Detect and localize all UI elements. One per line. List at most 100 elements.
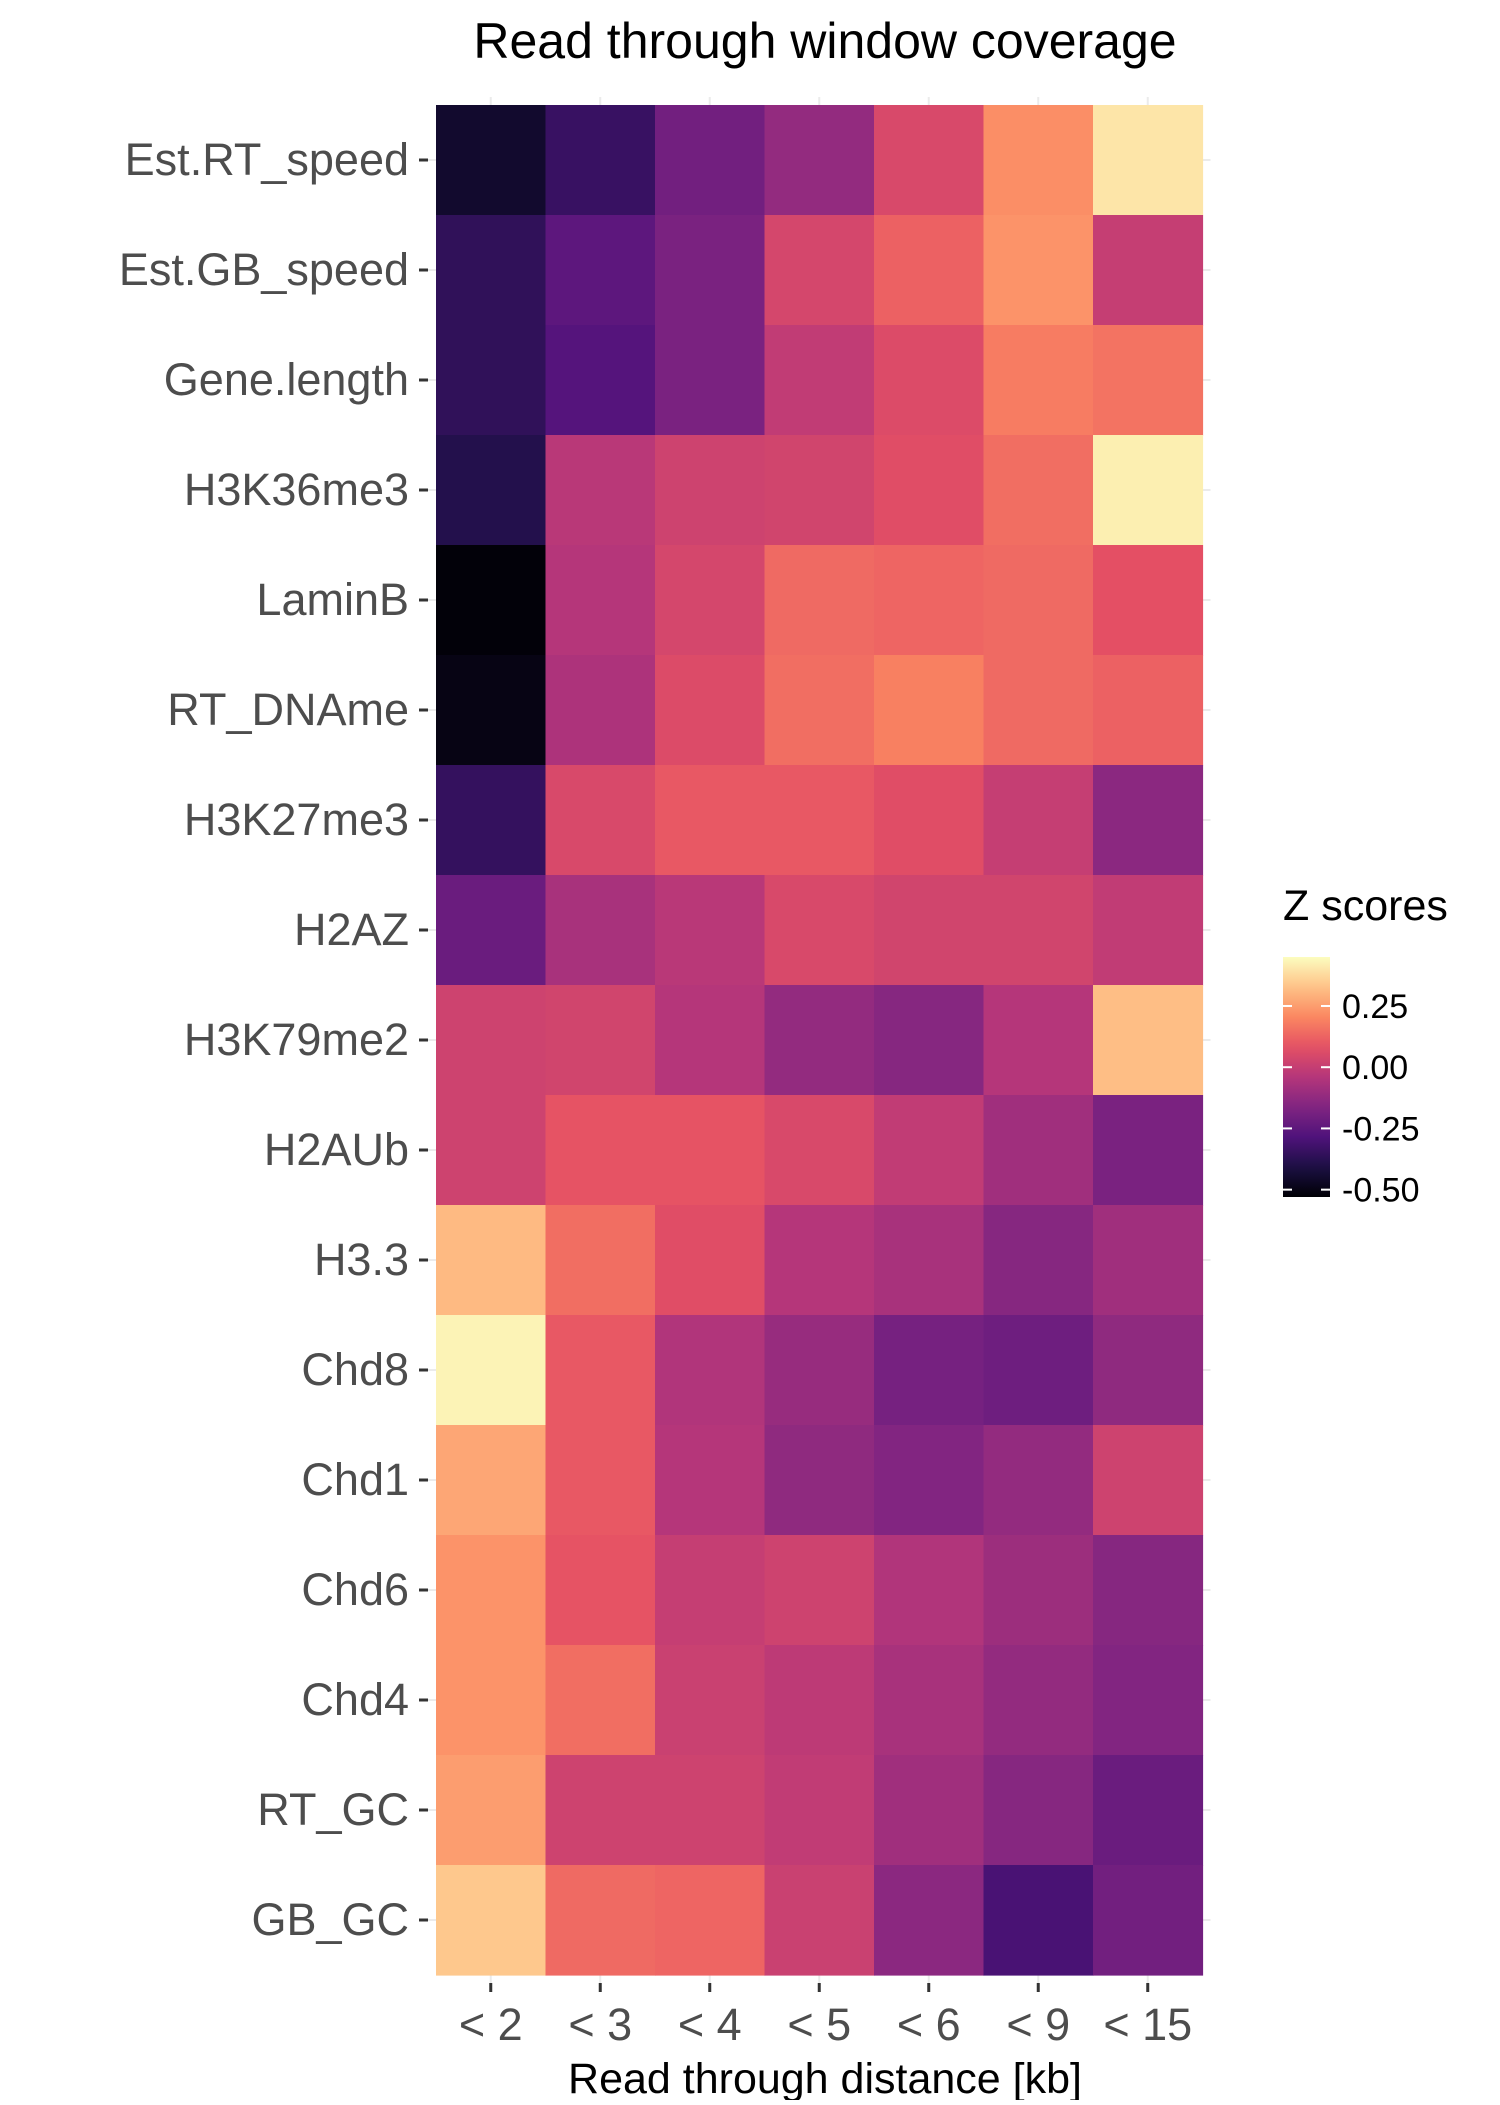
heatmap-cell	[983, 1755, 1094, 1866]
y-tick-label: Chd6	[301, 1564, 409, 1615]
y-tick-label: RT_DNAme	[167, 684, 409, 735]
heatmap-cell	[436, 765, 547, 876]
y-tick-label: H2AZ	[294, 904, 409, 955]
heatmap-cell	[436, 1205, 547, 1316]
heatmap-cell	[1093, 1645, 1204, 1756]
heatmap-cell	[436, 1645, 547, 1756]
y-tick-label: LaminB	[256, 574, 409, 625]
y-tick-label: H3K36me3	[184, 464, 409, 515]
heatmap-cell	[655, 1315, 766, 1426]
y-tick-label: RT_GC	[257, 1784, 409, 1835]
heatmap-cell	[545, 1205, 656, 1316]
heatmap-cell	[874, 1095, 985, 1206]
heatmap-cell	[436, 325, 547, 436]
heatmap-cell	[655, 545, 766, 656]
heatmap-cell	[764, 1425, 875, 1536]
heatmap-cell	[874, 1315, 985, 1426]
heatmap-cell	[764, 1535, 875, 1646]
heatmap-cell	[1093, 545, 1204, 656]
heatmap-cell	[655, 765, 766, 876]
heatmap-cell	[983, 655, 1094, 766]
heatmap-cell	[764, 985, 875, 1096]
heatmap-cell	[1093, 655, 1204, 766]
heatmap-cell	[983, 875, 1094, 986]
y-tick-label: Chd8	[301, 1344, 409, 1395]
heatmap-cell	[874, 655, 985, 766]
heatmap-cell	[436, 435, 547, 546]
x-tick-label: < 9	[1006, 1999, 1070, 2050]
heatmap-cell	[983, 435, 1094, 546]
heatmap-cell	[1093, 325, 1204, 436]
heatmap-cell	[764, 765, 875, 876]
y-tick-label: H3.3	[314, 1234, 409, 1285]
heatmap-cell	[874, 1865, 985, 1976]
legend: Z scores 0.25 0.00 -0.25 -0.50	[1283, 882, 1448, 1210]
y-tick-label: H3K79me2	[184, 1014, 409, 1065]
heatmap-cell	[436, 105, 547, 216]
heatmap-cell	[436, 1425, 547, 1536]
heatmap-cell	[1093, 215, 1204, 326]
heatmap-cell	[436, 875, 547, 986]
heatmap-cell	[545, 545, 656, 656]
heatmap-cell	[655, 1095, 766, 1206]
heatmap-cell	[874, 435, 985, 546]
legend-title: Z scores	[1283, 882, 1448, 930]
heatmap-cell	[764, 1205, 875, 1316]
heatmap-cell	[655, 1645, 766, 1756]
heatmap-cell	[545, 325, 656, 436]
heatmap-cell	[655, 985, 766, 1096]
heatmap-cell	[545, 1425, 656, 1536]
heatmap-cell	[764, 1755, 875, 1866]
heatmap-cell	[545, 1645, 656, 1756]
heatmap-cell	[764, 325, 875, 436]
heatmap-cell	[436, 985, 547, 1096]
heatmap-cell	[655, 1755, 766, 1866]
heatmap-cell	[545, 655, 656, 766]
heatmap-cell	[655, 1535, 766, 1646]
heatmap-cell	[764, 875, 875, 986]
legend-colorbar	[1283, 957, 1330, 1197]
heatmap-cell	[874, 545, 985, 656]
y-tick-label: H3K27me3	[184, 794, 409, 845]
heatmap-cell	[874, 105, 985, 216]
y-tick-label: H2AUb	[264, 1124, 409, 1175]
heatmap-cell	[545, 1865, 656, 1976]
x-tick-label: < 5	[787, 1999, 851, 2050]
heatmap-cell	[983, 325, 1094, 436]
heatmap-cell	[764, 105, 875, 216]
heatmap-cell	[874, 1205, 985, 1316]
x-tick-label: < 3	[568, 1999, 632, 2050]
legend-tick-label: -0.25	[1342, 1110, 1420, 1148]
heatmap-cell	[983, 1315, 1094, 1426]
heatmap-cell	[545, 1535, 656, 1646]
y-tick-label: Est.GB_speed	[119, 244, 409, 295]
heatmap-cell	[983, 1535, 1094, 1646]
heatmap-cell	[1093, 875, 1204, 986]
x-tick-label: < 2	[459, 1999, 523, 2050]
heatmap-cell	[874, 1645, 985, 1756]
heatmap-cell	[1093, 985, 1204, 1096]
heatmap-cell	[983, 765, 1094, 876]
heatmap-cell	[545, 1315, 656, 1426]
heatmap-cell	[874, 1535, 985, 1646]
heatmap-cells	[436, 105, 1204, 1976]
x-tick-label: < 6	[897, 1999, 961, 2050]
heatmap-cell	[983, 1645, 1094, 1756]
heatmap-cell	[874, 1755, 985, 1866]
heatmap-cell	[655, 215, 766, 326]
heatmap-cell	[436, 1755, 547, 1866]
heatmap-cell	[874, 325, 985, 436]
heatmap-cell	[983, 545, 1094, 656]
heatmap-cell	[983, 105, 1094, 216]
heatmap-cell	[764, 1865, 875, 1976]
y-tick-label: GB_GC	[251, 1894, 409, 1945]
x-axis: < 2 < 3 < 4 < 5 < 6 < 9 < 15	[459, 1983, 1192, 2050]
heatmap-cell	[545, 215, 656, 326]
heatmap-cell	[764, 1095, 875, 1206]
heatmap-cell	[764, 215, 875, 326]
heatmap-cell	[436, 655, 547, 766]
legend-tick-label: 0.25	[1342, 988, 1408, 1026]
heatmap-cell	[545, 1755, 656, 1866]
